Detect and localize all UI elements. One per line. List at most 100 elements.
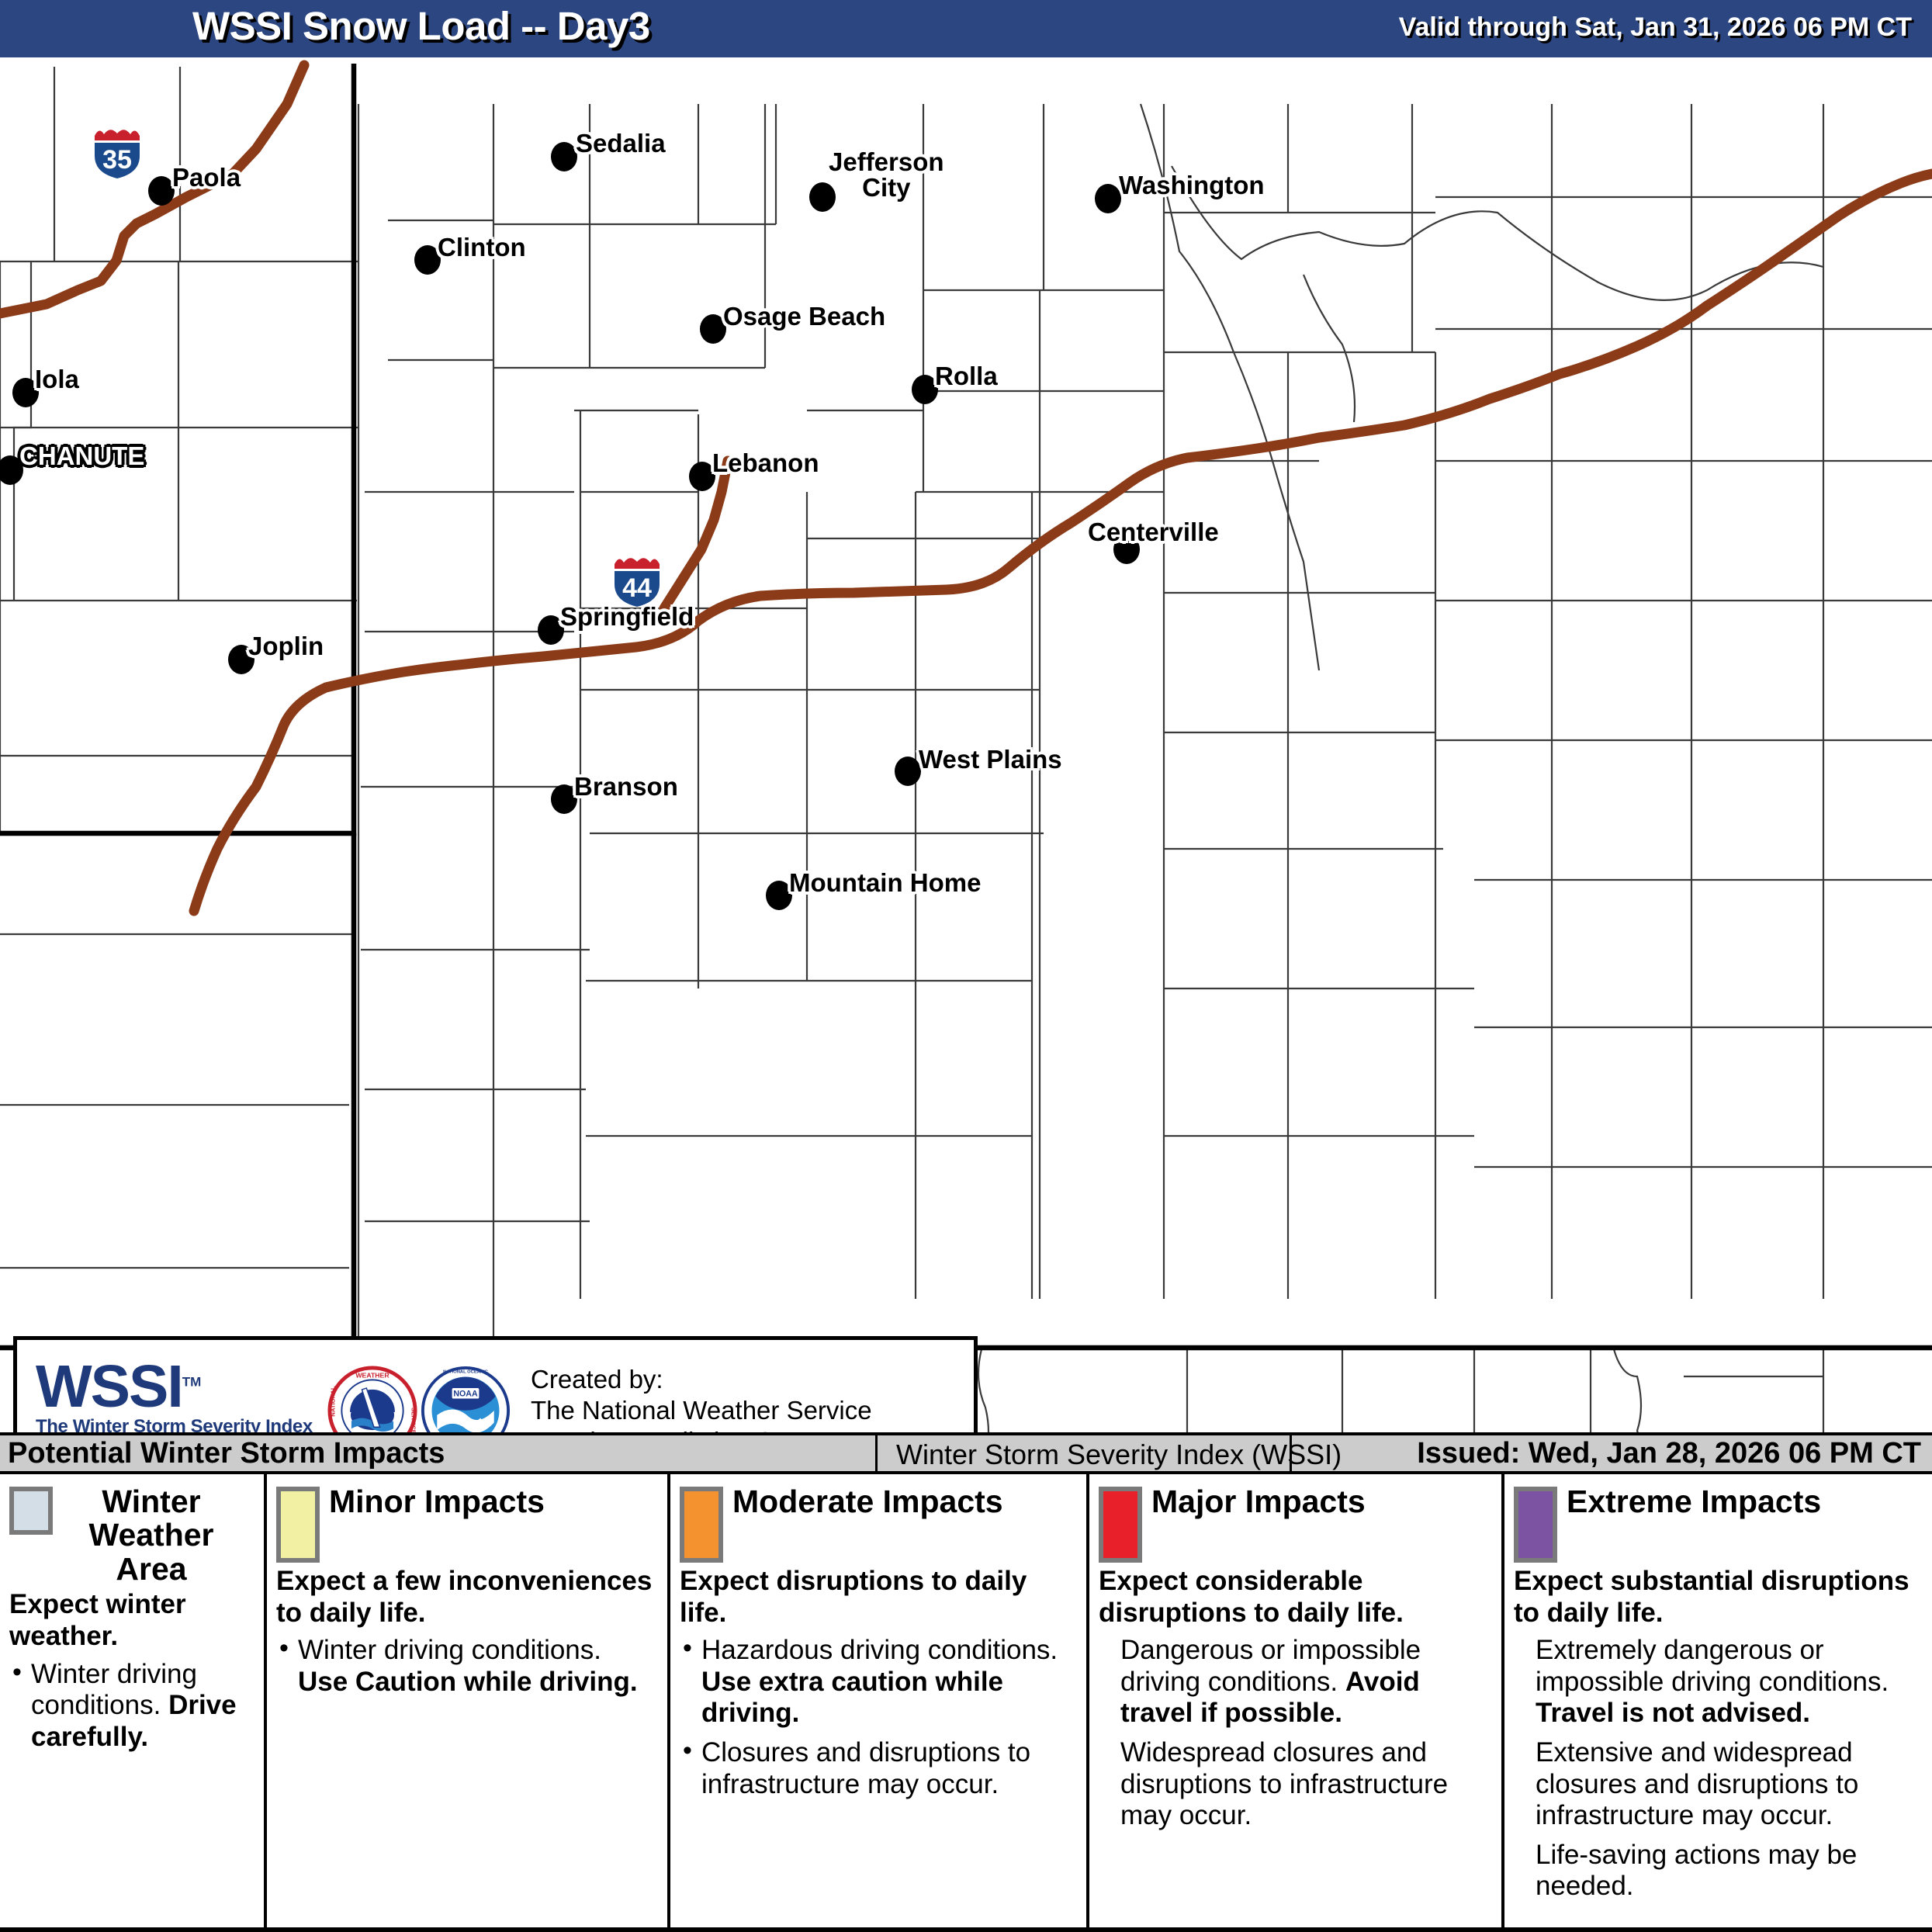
impacts-banner: Potential Winter Storm Impacts Winter St… [0, 1432, 1932, 1474]
legend-emphasis-text: Avoid travel if possible. [1120, 1666, 1420, 1729]
legend-lead-text: Expect a few inconveniences to daily lif… [276, 1566, 653, 1628]
created-by-line-1: The National Weather Service [531, 1395, 872, 1425]
legend-plain-text: Dangerous or impossible driving conditio… [1120, 1635, 1421, 1697]
city-label-sedalia: Sedalia [576, 129, 666, 158]
interstate-shield-35: 35 [92, 123, 143, 179]
svg-text:NATIONAL OCEANIC: NATIONAL OCEANIC [443, 1370, 489, 1375]
legend-swatch-3 [1099, 1487, 1142, 1563]
legend-body: Expect a few inconveniences to daily lif… [276, 1566, 658, 1698]
legend-bullet-list: Winter driving conditions. Drive careful… [9, 1657, 254, 1754]
legend-bullet-0: Winter driving conditions. Drive careful… [9, 1657, 254, 1754]
legend-bullet-1: Widespread closures and disruptions to i… [1099, 1737, 1492, 1832]
city-label-iola: Iola [35, 365, 79, 393]
legend-plain-text: Closures and disruptions to infrastructu… [701, 1736, 1031, 1799]
city-label-mountain-home: Mountain Home [789, 868, 982, 897]
city-label-clinton: Clinton [438, 233, 526, 261]
legend-swatch-1 [276, 1487, 320, 1563]
legend-plain-text: Extensive and widespread closures and di… [1536, 1736, 1859, 1831]
legend-bullet-list: Extremely dangerous or impossible drivin… [1514, 1635, 1923, 1903]
created-by-line-2: Weather Prediction Center [531, 1426, 872, 1432]
svg-text:NATIONAL: NATIONAL [330, 1386, 337, 1417]
city-label-jefferson-city: Jefferson City [829, 147, 944, 202]
state-boundaries [0, 64, 1932, 1351]
legend-title: Winter Weather Area [88, 1484, 214, 1587]
legend-bullet-0: Dangerous or impossible driving conditio… [1099, 1635, 1492, 1729]
city-label-lebanon: Lebanon [712, 448, 819, 477]
trademark-symbol: TM [182, 1374, 202, 1390]
legend-plain-text: Winter driving conditions. [31, 1658, 197, 1721]
legend-body: Expect disruptions to daily life.Hazardo… [680, 1566, 1077, 1800]
page-header: WSSI Snow Load -- Day3 Valid through Sat… [0, 0, 1932, 57]
city-label-paola: Paola [172, 163, 241, 192]
legend-header: Minor Impacts [276, 1484, 658, 1563]
interstate-shield-44: 44 [611, 552, 663, 608]
banner-left-text: Potential Winter Storm Impacts [8, 1437, 445, 1470]
wssi-logo-panel: WSSITM The Winter Storm Severity Index W… [13, 1336, 978, 1432]
legend-column-winter-weather-area: Winter Weather Area Expect winter weather… [0, 1474, 264, 1927]
legend-bullet-1: Closures and disruptions to infrastructu… [680, 1736, 1077, 1800]
legend-plain-text: Hazardous driving conditions. [701, 1635, 1058, 1666]
legend-bullet-list: Dangerous or impossible driving conditio… [1099, 1635, 1492, 1832]
legend-plain-text: Winter driving conditions. [298, 1635, 601, 1666]
legend-lead-text: Expect substantial disruptions to daily … [1514, 1566, 1909, 1628]
legend-swatch-2 [680, 1487, 723, 1563]
banner-divider-2 [1290, 1435, 1292, 1471]
city-label-chanute: CHANUTE [19, 441, 145, 470]
legend-bullet-1: Extensive and widespread closures and di… [1514, 1737, 1923, 1832]
wssi-wordmark-text: WSSI [36, 1352, 184, 1420]
legend-header: Winter Weather Area [9, 1484, 254, 1587]
legend-column-moderate-impacts: Moderate Impacts Expect disruptions to da… [667, 1474, 1086, 1927]
impacts-legend: Winter Weather Area Expect winter weather… [0, 1474, 1932, 1932]
legend-header: Extreme Impacts [1514, 1484, 1923, 1563]
page-title: WSSI Snow Load -- Day3 [192, 4, 650, 48]
legend-bullet-list: Hazardous driving conditions. Use extra … [680, 1633, 1077, 1800]
city-label-joplin: Joplin [248, 632, 324, 660]
shield-number-35: 35 [102, 145, 132, 175]
legend-emphasis-text: Use extra caution while driving. [701, 1666, 1004, 1729]
noaa-seal-icon: NOAA NATIONAL OCEANIC U.S. DEPT OF COMME… [421, 1366, 511, 1432]
legend-bullet-list: Winter driving conditions. Use Caution w… [276, 1633, 658, 1698]
legend-title: Major Impacts [1151, 1484, 1366, 1519]
legend-column-major-impacts: Major Impacts Expect considerable disrupt… [1086, 1474, 1501, 1927]
legend-plain-text: Extremely dangerous or impossible drivin… [1536, 1635, 1889, 1697]
legend-title: Moderate Impacts [732, 1484, 1003, 1519]
legend-emphasis-text: Use Caution while driving. [298, 1666, 638, 1697]
map-canvas[interactable]: Paola Sedalia Jefferson City Washington Clint… [0, 57, 1932, 1432]
shield-number-44: 44 [622, 573, 652, 603]
legend-title: Minor Impacts [329, 1484, 545, 1519]
shield-icon-44 [615, 558, 660, 607]
legend-body: Expect winter weather.Winter driving con… [9, 1589, 254, 1753]
legend-emphasis-text: Drive carefully. [31, 1690, 237, 1752]
banner-divider-1 [875, 1435, 878, 1471]
svg-text:NOAA: NOAA [453, 1390, 478, 1399]
legend-lead-text: Expect considerable disruptions to daily… [1099, 1566, 1404, 1628]
legend-bullet-0: Winter driving conditions. Use Caution w… [276, 1633, 658, 1698]
legend-swatch-4 [1514, 1487, 1557, 1563]
legend-bullet-0: Extremely dangerous or impossible drivin… [1514, 1635, 1923, 1729]
banner-issued-text: Issued: Wed, Jan 28, 2026 06 PM CT [1417, 1437, 1921, 1470]
created-by-label: Created by: [531, 1364, 663, 1394]
wssi-logo: WSSITM The Winter Storm Severity Index [17, 1356, 327, 1432]
banner-center-text: Winter Storm Severity Index (WSSI) [896, 1439, 1342, 1470]
city-label-west-plains: West Plains [919, 745, 1062, 774]
national-weather-service-seal-icon: WEATHER ★ ★ ★ NATIONAL SERVICE [327, 1366, 417, 1432]
interstate-routes [0, 60, 1932, 916]
legend-bullet-0: Hazardous driving conditions. Use extra … [680, 1633, 1077, 1729]
legend-body: Expect substantial disruptions to daily … [1514, 1566, 1923, 1903]
legend-body: Expect considerable disruptions to daily… [1099, 1566, 1492, 1832]
legend-header: Moderate Impacts [680, 1484, 1077, 1563]
wssi-tagline: The Winter Storm Severity Index [36, 1416, 313, 1432]
legend-lead-text: Expect disruptions to daily life. [680, 1566, 1027, 1628]
legend-title: Extreme Impacts [1567, 1484, 1822, 1519]
legend-plain-text: Widespread closures and disruptions to i… [1120, 1736, 1449, 1831]
legend-swatch-0 [9, 1487, 53, 1535]
svg-text:SERVICE: SERVICE [410, 1407, 417, 1432]
city-label-centerville: Centerville [1088, 518, 1219, 546]
created-by-block: Created by: The National Weather Service… [531, 1364, 872, 1432]
legend-column-minor-impacts: Minor Impacts Expect a few inconveniences… [264, 1474, 667, 1927]
legend-header: Major Impacts [1099, 1484, 1492, 1563]
shield-icon-35 [95, 130, 140, 178]
wssi-wordmark: WSSITM [36, 1356, 327, 1416]
city-label-rolla: Rolla [935, 362, 998, 390]
